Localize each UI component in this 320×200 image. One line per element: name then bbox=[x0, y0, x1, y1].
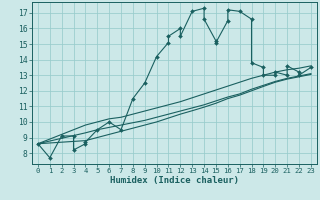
X-axis label: Humidex (Indice chaleur): Humidex (Indice chaleur) bbox=[110, 176, 239, 185]
